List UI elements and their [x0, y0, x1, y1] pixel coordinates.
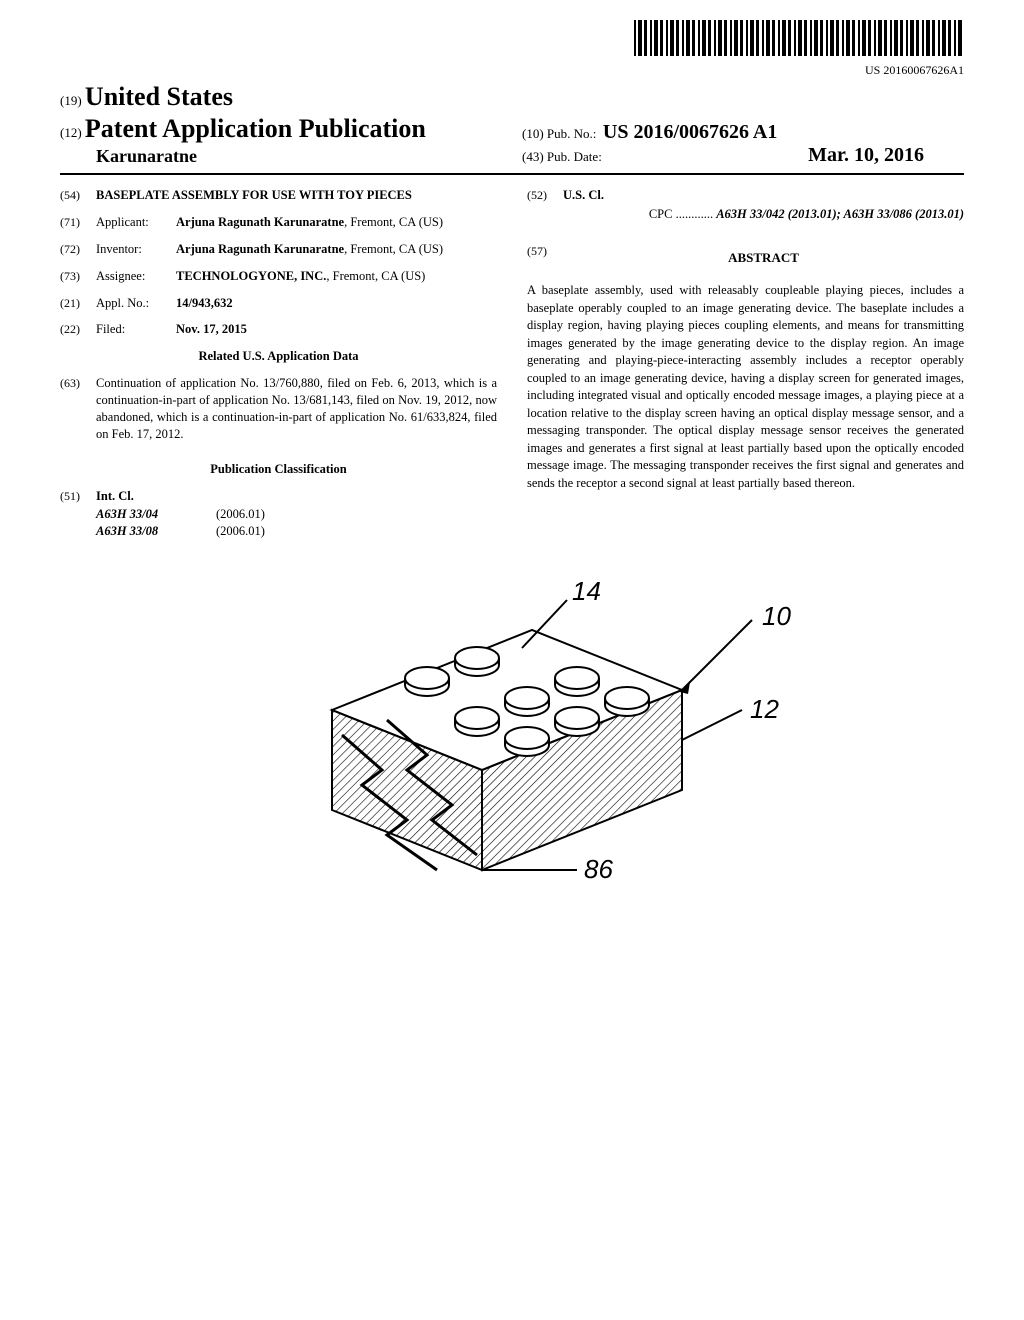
pub-no-label: Pub. No.: [547, 126, 596, 141]
code-10: (10) [522, 126, 544, 141]
barcode-graphic [634, 20, 964, 56]
int-cl-list: A63H 33/04 (2006.01) A63H 33/08 (2006.01… [96, 506, 497, 540]
cpc-line: CPC ............ A63H 33/042 (2013.01); … [563, 206, 964, 223]
code-73: (73) [60, 268, 96, 285]
right-column: (52) U.S. Cl. CPC ............ A63H 33/0… [527, 187, 964, 540]
figure-svg: 10 12 14 86 [212, 570, 812, 910]
int-cl-class: A63H 33/08 [96, 523, 216, 540]
barcode-region: US 20160067626A1 [60, 20, 964, 78]
invention-title: BASEPLATE ASSEMBLY FOR USE WITH TOY PIEC… [96, 187, 497, 204]
applicant-location: Fremont, CA (US) [350, 215, 443, 229]
code-52: (52) [527, 187, 563, 204]
assignee-location: Fremont, CA (US) [333, 269, 426, 283]
inventor-label: Inventor: [96, 241, 176, 258]
field-appl-no: (21) Appl. No.: 14/943,632 [60, 295, 497, 312]
int-cl-label: Int. Cl. [96, 488, 497, 505]
pub-classification-heading: Publication Classification [60, 461, 497, 478]
pub-date-label: Pub. Date: [547, 149, 602, 164]
code-22: (22) [60, 321, 96, 338]
code-12: (12) [60, 125, 82, 140]
header-left: (19) United States (12) Patent Applicati… [60, 82, 502, 167]
code-54: (54) [60, 187, 96, 204]
header: (19) United States (12) Patent Applicati… [60, 82, 964, 175]
filed-label: Filed: [96, 321, 176, 338]
applicant-label: Applicant: [96, 214, 176, 231]
int-cl-version: (2006.01) [216, 506, 265, 523]
us-cl-label: U.S. Cl. [563, 187, 964, 204]
barcode-text: US 20160067626A1 [60, 63, 964, 78]
related-data-heading: Related U.S. Application Data [60, 348, 497, 365]
code-43: (43) [522, 149, 544, 164]
left-column: (54) BASEPLATE ASSEMBLY FOR USE WITH TOY… [60, 187, 497, 540]
abstract-heading: ABSTRACT [563, 249, 964, 267]
field-assignee: (73) Assignee: TECHNOLOGYONE, INC., Frem… [60, 268, 497, 285]
filed-date: Nov. 17, 2015 [176, 321, 497, 338]
inventor-location: Fremont, CA (US) [350, 242, 443, 256]
author-name: Karunaratne [96, 146, 502, 167]
code-21: (21) [60, 295, 96, 312]
callout-14: 14 [572, 576, 601, 606]
patent-figure: 10 12 14 86 [60, 570, 964, 915]
int-cl-class: A63H 33/04 [96, 506, 216, 523]
field-applicant: (71) Applicant: Arjuna Ragunath Karunara… [60, 214, 497, 231]
code-19: (19) [60, 93, 82, 108]
assignee-name: TECHNOLOGYONE, INC. [176, 269, 326, 283]
application-number: 14/943,632 [176, 295, 497, 312]
inventor-name: Arjuna Ragunath Karunaratne [176, 242, 344, 256]
int-cl-row: A63H 33/08 (2006.01) [96, 523, 497, 540]
field-title: (54) BASEPLATE ASSEMBLY FOR USE WITH TOY… [60, 187, 497, 204]
country: United States [85, 82, 233, 111]
int-cl-row: A63H 33/04 (2006.01) [96, 506, 497, 523]
field-us-cl: (52) U.S. Cl. [527, 187, 964, 204]
callout-10: 10 [762, 601, 791, 631]
applicant-name: Arjuna Ragunath Karunaratne [176, 215, 344, 229]
field-inventor: (72) Inventor: Arjuna Ragunath Karunarat… [60, 241, 497, 258]
code-63: (63) [60, 375, 96, 451]
field-continuation: (63) Continuation of application No. 13/… [60, 375, 497, 451]
callout-86: 86 [584, 854, 613, 884]
code-51: (51) [60, 488, 96, 505]
publication-type: Patent Application Publication [85, 114, 426, 143]
callout-12: 12 [750, 694, 779, 724]
abstract-text: A baseplate assembly, used with releasab… [527, 282, 964, 492]
field-filed: (22) Filed: Nov. 17, 2015 [60, 321, 497, 338]
code-57: (57) [527, 243, 563, 279]
bibliographic-columns: (54) BASEPLATE ASSEMBLY FOR USE WITH TOY… [60, 187, 964, 540]
code-71: (71) [60, 214, 96, 231]
cpc-items: A63H 33/042 (2013.01); A63H 33/086 (2013… [716, 207, 964, 221]
publication-date: Mar. 10, 2016 [808, 144, 964, 167]
continuation-text: Continuation of application No. 13/760,8… [96, 375, 497, 443]
assignee-label: Assignee: [96, 268, 176, 285]
code-72: (72) [60, 241, 96, 258]
field-int-cl: (51) Int. Cl. [60, 488, 497, 505]
cpc-prefix: CPC ............ [649, 207, 713, 221]
int-cl-version: (2006.01) [216, 523, 265, 540]
publication-number: US 2016/0067626 A1 [603, 121, 777, 143]
appl-no-label: Appl. No.: [96, 295, 176, 312]
header-right: (10) Pub. No.: US 2016/0067626 A1 (43) P… [502, 121, 964, 167]
